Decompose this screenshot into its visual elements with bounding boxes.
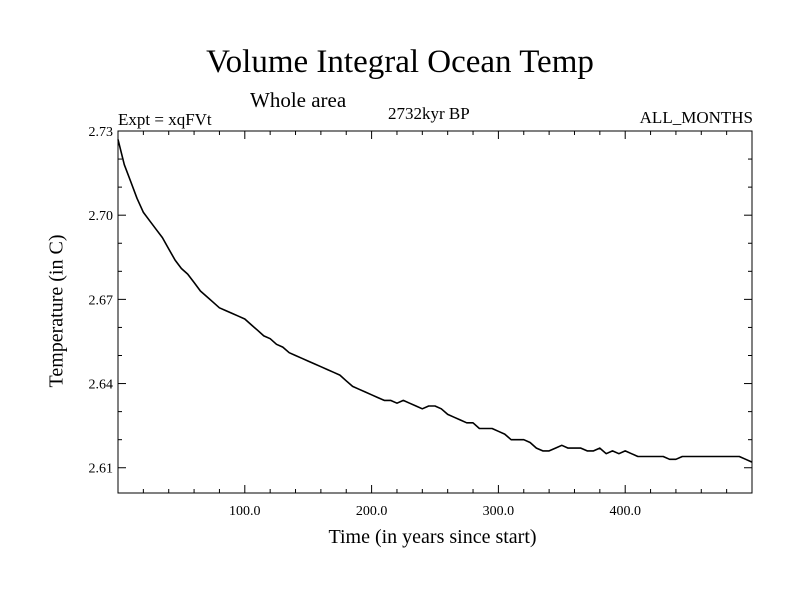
y-tick-label: 2.70 xyxy=(89,209,114,224)
y-tick-label: 2.67 xyxy=(89,293,114,308)
x-tick-label: 200.0 xyxy=(356,504,388,519)
plot-frame xyxy=(117,130,753,494)
y-tick-label: 2.64 xyxy=(89,378,114,393)
experiment-label: Expt = xqFVt xyxy=(118,110,212,129)
axis-tick-labels: 100.0 200.0 300.0 400.0 2.61 2.64 2.67 2.70 2.73 xyxy=(89,125,641,519)
period-label: 2732kyr BP xyxy=(388,104,470,123)
months-label: ALL_MONTHS xyxy=(639,108,753,127)
y-tick-label: 2.61 xyxy=(89,462,114,477)
chart-title: Volume Integral Ocean Temp xyxy=(206,44,594,80)
chart-subtitle: Whole area xyxy=(250,88,347,112)
x-tick-label: 100.0 xyxy=(229,504,261,519)
x-axis-label: Time (in years since start) xyxy=(328,526,537,548)
x-tick-label: 300.0 xyxy=(483,504,515,519)
series-line-ocean-temp xyxy=(117,139,753,463)
axis-ticks xyxy=(118,130,752,493)
y-tick-label: 2.73 xyxy=(89,125,114,140)
x-tick-label: 400.0 xyxy=(609,504,641,519)
